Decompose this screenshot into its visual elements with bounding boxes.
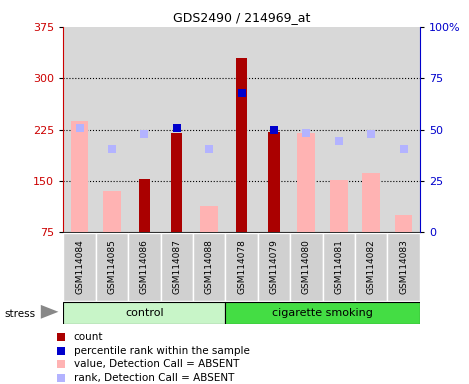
Bar bbox=[387, 233, 420, 301]
Bar bbox=[103, 190, 121, 232]
Bar bbox=[323, 233, 355, 301]
Text: GSM114088: GSM114088 bbox=[204, 240, 214, 294]
Text: GSM114078: GSM114078 bbox=[237, 240, 246, 294]
Bar bbox=[200, 206, 218, 232]
Text: percentile rank within the sample: percentile rank within the sample bbox=[74, 346, 250, 356]
Text: GSM114081: GSM114081 bbox=[334, 240, 343, 294]
Bar bbox=[160, 27, 193, 232]
Text: GSM114085: GSM114085 bbox=[107, 240, 116, 294]
Bar bbox=[96, 233, 128, 301]
Bar bbox=[394, 215, 412, 232]
Polygon shape bbox=[41, 305, 58, 319]
Text: control: control bbox=[125, 308, 164, 318]
Bar bbox=[225, 302, 420, 324]
Bar bbox=[258, 27, 290, 232]
Bar bbox=[139, 179, 150, 232]
Bar bbox=[225, 233, 258, 301]
Title: GDS2490 / 214969_at: GDS2490 / 214969_at bbox=[173, 11, 310, 24]
Bar bbox=[193, 27, 225, 232]
Text: GSM114083: GSM114083 bbox=[399, 240, 408, 294]
Text: GSM114086: GSM114086 bbox=[140, 240, 149, 294]
Bar bbox=[63, 302, 225, 324]
Bar bbox=[63, 27, 96, 232]
Bar bbox=[330, 180, 348, 232]
Bar bbox=[193, 233, 225, 301]
Bar bbox=[128, 27, 160, 232]
Bar bbox=[258, 233, 290, 301]
Text: GSM114087: GSM114087 bbox=[172, 240, 181, 294]
Bar bbox=[355, 233, 387, 301]
Text: rank, Detection Call = ABSENT: rank, Detection Call = ABSENT bbox=[74, 373, 234, 383]
Bar bbox=[323, 27, 355, 232]
Bar bbox=[171, 133, 182, 232]
Text: cigarette smoking: cigarette smoking bbox=[272, 308, 373, 318]
Bar bbox=[297, 133, 315, 232]
Text: value, Detection Call = ABSENT: value, Detection Call = ABSENT bbox=[74, 359, 239, 369]
Text: GSM114080: GSM114080 bbox=[302, 240, 311, 294]
Text: count: count bbox=[74, 332, 103, 342]
Bar bbox=[362, 173, 380, 232]
Bar bbox=[71, 121, 89, 232]
Bar bbox=[160, 233, 193, 301]
Bar bbox=[290, 27, 323, 232]
Bar bbox=[355, 27, 387, 232]
Text: GSM114079: GSM114079 bbox=[269, 240, 279, 294]
Bar bbox=[128, 233, 160, 301]
Text: stress: stress bbox=[5, 309, 36, 319]
Bar bbox=[96, 27, 128, 232]
Text: GSM114084: GSM114084 bbox=[75, 240, 84, 294]
Bar bbox=[268, 132, 280, 232]
Bar bbox=[225, 27, 258, 232]
Bar bbox=[290, 233, 323, 301]
Text: GSM114082: GSM114082 bbox=[367, 240, 376, 294]
Bar bbox=[236, 58, 247, 232]
Bar bbox=[63, 233, 96, 301]
Bar bbox=[387, 27, 420, 232]
